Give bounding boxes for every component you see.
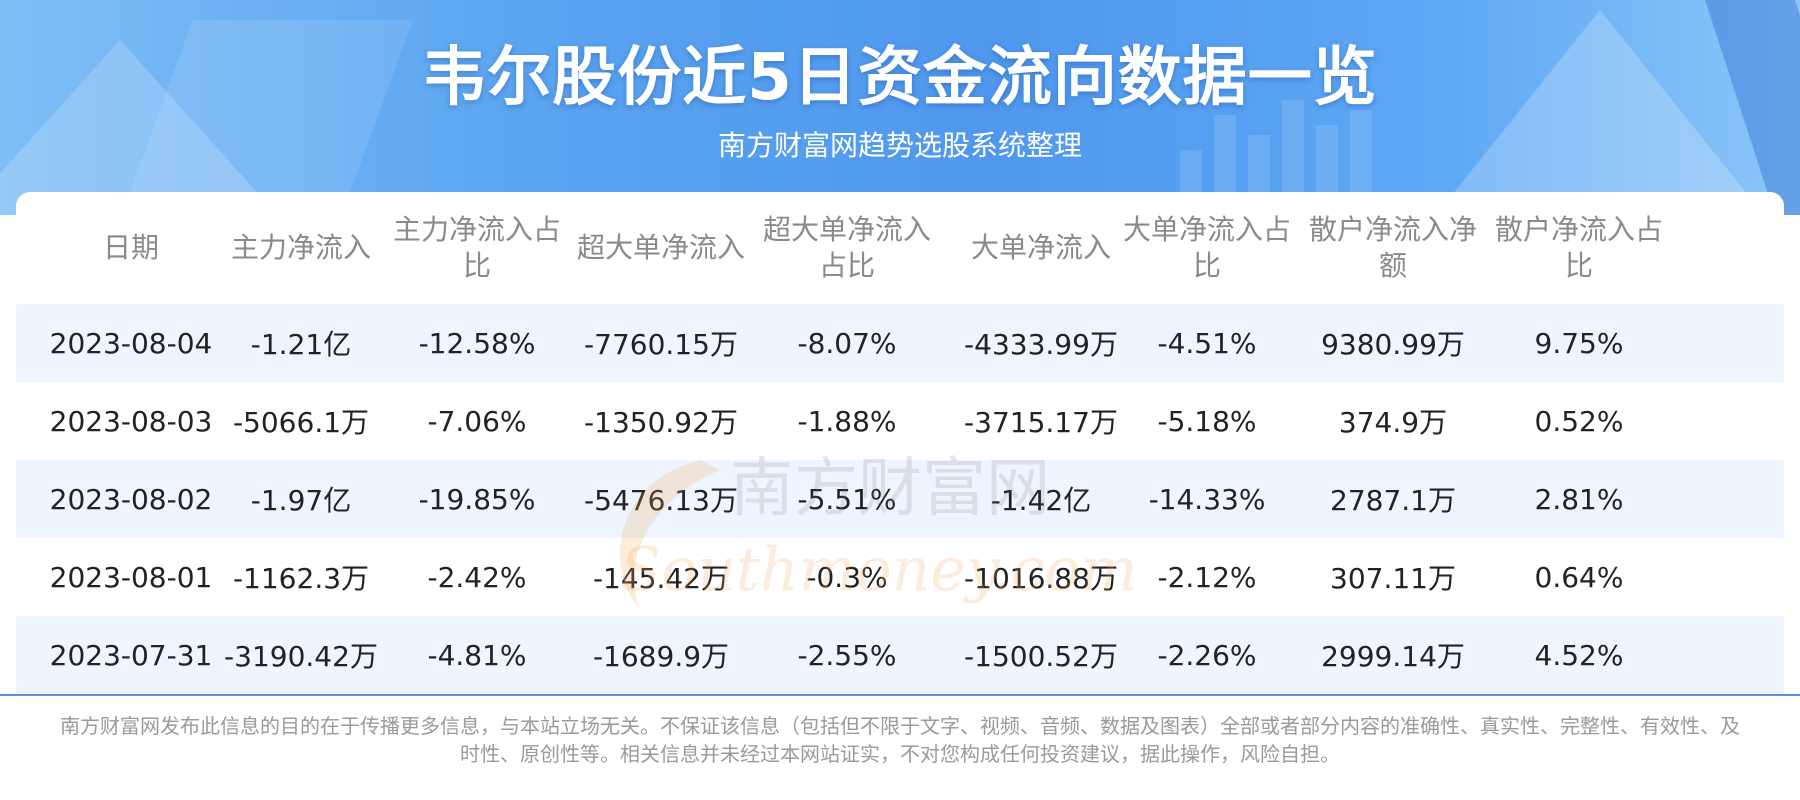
- cell-value: -145.42万: [592, 562, 730, 595]
- table-header-row: 日期 主力净流入 主力净流入占比 超大单净流入 超大单净流入占比 大单净流入 大…: [16, 192, 1784, 304]
- cell-value: 2.81%: [1534, 482, 1624, 516]
- cell-date: 2023-08-01: [49, 560, 213, 594]
- column-header-super-large-net-inflow: 超大单净流入: [576, 231, 745, 264]
- cell-value: -4.51%: [1157, 326, 1257, 360]
- column-header-retail-ratio: 散户净流入占比: [1494, 213, 1663, 282]
- cell-value: -2.55%: [797, 638, 897, 672]
- cell-value: 0.52%: [1534, 404, 1624, 438]
- disclaimer-text: 南方财富网发布此信息的目的在于传播更多信息，与本站立场无关。不保证该信息（包括但…: [60, 714, 1740, 766]
- column-header-date: 日期: [102, 231, 159, 264]
- page-subtitle: 南方财富网趋势选股系统整理: [717, 129, 1082, 162]
- cell-value: -5066.1万: [232, 406, 370, 439]
- cell-value: 9.75%: [1534, 326, 1624, 360]
- column-header-large-ratio: 大单净流入占比: [1122, 213, 1291, 282]
- table-row: 2023-08-01 -1162.3万 -2.42% -145.42万 -0.3…: [16, 538, 1784, 616]
- column-header-super-large-ratio: 超大单净流入占比: [762, 213, 931, 282]
- cell-value: -2.42%: [427, 560, 527, 594]
- column-header-retail-net-inflow: 散户净流入净额: [1308, 213, 1477, 282]
- cell-value: -4333.99万: [964, 328, 1118, 361]
- cell-date: 2023-08-03: [49, 404, 213, 438]
- cell-value: 4.52%: [1534, 638, 1624, 672]
- table-row: 2023-08-04 -1.21亿 -12.58% -7760.15万 -8.0…: [16, 304, 1784, 382]
- cell-value: -3715.17万: [964, 406, 1118, 439]
- cell-value: 2787.1万: [1330, 484, 1456, 517]
- cell-date: 2023-08-02: [49, 482, 213, 516]
- banner-building-decoration: [1180, 90, 1400, 210]
- cell-value: 374.9万: [1338, 406, 1448, 439]
- cell-date: 2023-07-31: [49, 638, 213, 672]
- cell-value: -8.07%: [797, 326, 897, 360]
- column-header-large-net-inflow: 大单净流入: [970, 231, 1111, 264]
- cell-value: -1162.3万: [232, 562, 370, 595]
- cell-value: -5.18%: [1157, 404, 1257, 438]
- cell-value: 0.64%: [1534, 560, 1624, 594]
- cell-value: 9380.99万: [1321, 328, 1465, 361]
- cell-value: -1689.9万: [592, 640, 730, 673]
- cell-value: 2999.14万: [1321, 640, 1465, 673]
- banner-decoration: [0, 40, 300, 215]
- cell-value: -7.06%: [427, 404, 527, 438]
- cell-value: -1.21亿: [250, 328, 352, 361]
- column-header-main-net-inflow-ratio: 主力净流入占比: [392, 213, 561, 282]
- cell-value: -1016.88万: [964, 562, 1118, 595]
- cell-value: -1.42亿: [990, 484, 1092, 517]
- cell-value: -4.81%: [427, 638, 527, 672]
- page-title: 韦尔股份近5日资金流向数据一览: [422, 41, 1378, 115]
- cell-value: 307.11万: [1330, 562, 1456, 595]
- cell-value: -12.58%: [418, 326, 536, 360]
- cell-value: -7760.15万: [584, 328, 738, 361]
- cell-value: -1.97亿: [250, 484, 352, 517]
- banner-decoration: [1440, 10, 1760, 210]
- cell-value: -1350.92万: [584, 406, 738, 439]
- table-row: 2023-08-03 -5066.1万 -7.06% -1350.92万 -1.…: [16, 382, 1784, 460]
- cell-value: -2.26%: [1157, 638, 1257, 672]
- cell-value: -2.12%: [1157, 560, 1257, 594]
- divider: [0, 694, 1800, 696]
- table-row: 2023-07-31 -3190.42万 -4.81% -1689.9万 -2.…: [16, 616, 1784, 694]
- cell-value: -0.3%: [806, 560, 888, 594]
- cell-value: -3190.42万: [224, 640, 378, 673]
- cell-value: -14.33%: [1148, 482, 1266, 516]
- cell-value: -1.88%: [797, 404, 897, 438]
- header-banner: 韦尔股份近5日资金流向数据一览 南方财富网趋势选股系统整理: [0, 0, 1800, 215]
- table-row: 2023-08-02 -1.97亿 -19.85% -5476.13万 -5.5…: [16, 460, 1784, 538]
- data-table: 日期 主力净流入 主力净流入占比 超大单净流入 超大单净流入占比 大单净流入 大…: [16, 192, 1784, 694]
- cell-value: -5476.13万: [584, 484, 738, 517]
- column-header-main-net-inflow: 主力净流入: [230, 231, 371, 264]
- cell-date: 2023-08-04: [49, 326, 213, 360]
- cell-value: -1500.52万: [964, 640, 1118, 673]
- cell-value: -5.51%: [797, 482, 897, 516]
- cell-value: -19.85%: [418, 482, 536, 516]
